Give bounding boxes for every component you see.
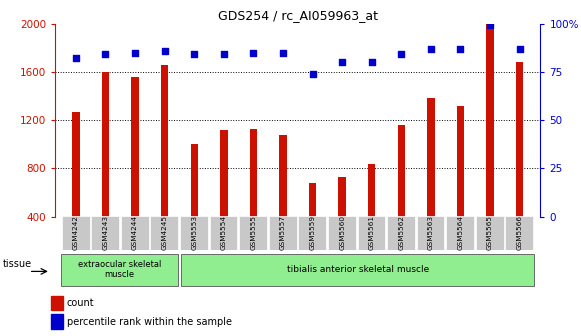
Bar: [91, 216, 119, 250]
Text: GSM5561: GSM5561: [369, 215, 375, 250]
Bar: [131, 77, 139, 217]
Text: GSM5563: GSM5563: [428, 215, 434, 250]
Text: percentile rank within the sample: percentile rank within the sample: [67, 317, 232, 327]
Point: [101, 52, 110, 57]
Bar: [51, 314, 63, 329]
Text: GSM4244: GSM4244: [132, 215, 138, 250]
Bar: [180, 216, 208, 250]
Bar: [62, 216, 89, 250]
Point: [308, 71, 317, 77]
Text: GSM5564: GSM5564: [457, 215, 464, 250]
Text: GSM5554: GSM5554: [221, 215, 227, 250]
Point: [130, 50, 139, 55]
Bar: [339, 177, 346, 217]
Text: GSM5559: GSM5559: [310, 215, 315, 250]
Bar: [446, 216, 474, 250]
Bar: [299, 216, 326, 250]
Bar: [368, 164, 375, 217]
Text: tissue: tissue: [3, 259, 32, 269]
Bar: [250, 129, 257, 217]
Point: [426, 46, 436, 51]
Bar: [505, 216, 533, 250]
Bar: [476, 216, 504, 250]
Point: [456, 46, 465, 51]
Bar: [279, 135, 286, 217]
Point: [278, 50, 288, 55]
Bar: [150, 216, 178, 250]
Point: [71, 56, 81, 61]
Bar: [181, 254, 535, 286]
Bar: [357, 216, 385, 250]
Bar: [457, 106, 464, 217]
Title: GDS254 / rc_AI059963_at: GDS254 / rc_AI059963_at: [218, 9, 378, 23]
Bar: [161, 65, 168, 217]
Bar: [61, 254, 178, 286]
Point: [219, 52, 228, 57]
Point: [160, 48, 169, 53]
Bar: [239, 216, 267, 250]
Point: [397, 52, 406, 57]
Bar: [121, 216, 149, 250]
Bar: [328, 216, 356, 250]
Point: [189, 52, 199, 57]
Point: [338, 59, 347, 65]
Text: GSM4245: GSM4245: [162, 215, 168, 250]
Text: GSM4242: GSM4242: [73, 215, 79, 250]
Bar: [72, 112, 80, 217]
Text: count: count: [67, 298, 95, 308]
Bar: [210, 216, 238, 250]
Point: [249, 50, 258, 55]
Text: GSM5555: GSM5555: [250, 215, 256, 250]
Text: GSM5565: GSM5565: [487, 215, 493, 250]
Point: [485, 23, 494, 28]
Bar: [191, 144, 198, 217]
Text: GSM5560: GSM5560: [339, 215, 345, 250]
Bar: [486, 24, 494, 217]
Bar: [516, 62, 523, 217]
Text: GSM5557: GSM5557: [280, 215, 286, 250]
Bar: [387, 216, 415, 250]
Text: GSM5566: GSM5566: [517, 215, 523, 250]
Text: GSM5562: GSM5562: [399, 215, 404, 250]
Bar: [427, 98, 435, 217]
Bar: [269, 216, 296, 250]
Bar: [220, 130, 228, 217]
Bar: [102, 72, 109, 217]
Text: tibialis anterior skeletal muscle: tibialis anterior skeletal muscle: [286, 265, 429, 274]
Point: [367, 59, 376, 65]
Bar: [51, 296, 63, 310]
Text: GSM4243: GSM4243: [102, 215, 109, 250]
Bar: [397, 125, 405, 217]
Text: extraocular skeletal
muscle: extraocular skeletal muscle: [78, 260, 161, 279]
Point: [515, 46, 524, 51]
Bar: [417, 216, 444, 250]
Text: GSM5553: GSM5553: [191, 215, 197, 250]
Bar: [309, 183, 316, 217]
